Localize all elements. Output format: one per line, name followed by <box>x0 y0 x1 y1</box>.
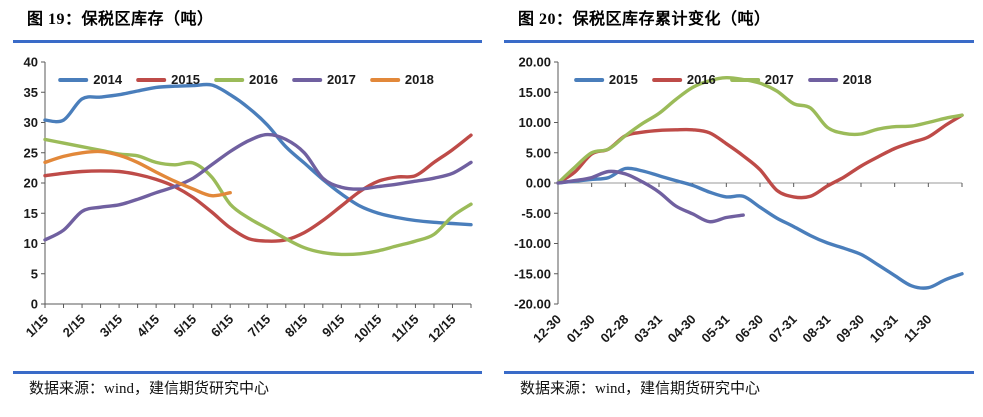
x-tick-label: 6/15 <box>208 312 237 341</box>
legend-item-2014: 2014 <box>58 72 122 87</box>
legend-key-icon <box>214 77 245 82</box>
y-tick-label: 25 <box>24 145 38 160</box>
legend-item-2015: 2015 <box>573 72 638 87</box>
chart-19-area: 40 35 30 25 20 15 10 5 0 1/15 2/15 3/15 4/15 5/15 6/15… <box>9 50 483 366</box>
x-tick-label: 11/15 <box>388 312 421 345</box>
x-tick-label: 01-30 <box>564 312 598 346</box>
legend-item-2017: 2017 <box>291 72 356 87</box>
y-tick-label: 35 <box>24 85 38 100</box>
legend-label: 2018 <box>842 72 872 87</box>
chart-20-legend: 2015 2016 2017 2018 <box>573 72 872 87</box>
legend-key-icon <box>573 77 604 82</box>
legend-label: 2017 <box>326 72 356 87</box>
legend-item-2018: 2018 <box>807 72 872 87</box>
title-rule <box>13 40 482 43</box>
title-rule <box>504 40 974 43</box>
legend-key-icon <box>291 77 322 82</box>
legend-label: 2017 <box>764 72 794 87</box>
x-tick-label: 7/15 <box>245 312 274 341</box>
x-tick-label: 09-30 <box>833 312 867 346</box>
data-source-text: 数据来源：wind，建信期货研究中心 <box>29 381 270 397</box>
legend-key-icon <box>651 77 682 82</box>
chart-20-area: 20.00 15.00 10.00 5.00 0.00 -5.00 -10.00 -15.00… <box>500 50 974 366</box>
panel-figure-20: 图 20：保税区库存累计变化（吨） 20.00 15.00 10.00 5.00 0.0… <box>491 0 983 417</box>
x-tick-label: 07-31 <box>766 312 800 346</box>
y-tick-label: 5.00 <box>526 145 551 160</box>
legend-item-2018: 2018 <box>369 72 434 87</box>
series-line-2018 <box>43 149 232 198</box>
legend-key-icon <box>807 77 838 82</box>
x-tick-label: 9/15 <box>319 312 348 341</box>
x-tick-label: 08-31 <box>799 312 833 346</box>
series-line-2014 <box>43 82 473 227</box>
cumulative-change-chart-svg: 20.00 15.00 10.00 5.00 0.00 -5.00 -10.00 -15.00… <box>514 55 964 346</box>
y-tick-label: 30 <box>24 115 38 130</box>
legend-label: 2018 <box>404 72 434 87</box>
y-tick-label: -20.00 <box>514 297 551 312</box>
series-line-2018 <box>556 169 745 224</box>
series-line-2016 <box>43 137 473 257</box>
x-tick-label: 4/15 <box>134 312 163 341</box>
x-tick-label: 8/15 <box>282 312 311 341</box>
data-source-text: 数据来源：wind，建信期货研究中心 <box>520 381 761 397</box>
y-tick-label: -5.00 <box>521 206 551 221</box>
x-tick-label: 11-30 <box>901 312 935 346</box>
y-tick-label: 0.00 <box>526 176 551 191</box>
panel-figure-19: 图 19：保税区库存（吨） 40 35 30 25 20 15 10 5 0 1/15 2/15 3/… <box>0 0 491 417</box>
y-tick-label: 15.00 <box>518 85 551 100</box>
x-tick-label: 3/15 <box>97 312 126 341</box>
series-line-2017 <box>43 132 473 242</box>
source-rule <box>504 371 974 374</box>
x-tick-label: 05-31 <box>698 312 732 346</box>
figure-20-title: 图 20：保税区库存累计变化（吨） <box>518 11 771 28</box>
y-tick-label: 5 <box>31 266 38 281</box>
x-tick-label: 10/15 <box>351 312 385 346</box>
y-tick-label: -15.00 <box>514 266 551 281</box>
legend-key-icon <box>369 77 400 82</box>
legend-key-icon <box>729 77 760 82</box>
y-tick-label: 10.00 <box>518 115 551 130</box>
legend-key-icon <box>136 77 167 82</box>
y-tick-label: 20 <box>24 176 38 191</box>
legend-item-2017: 2017 <box>729 72 794 87</box>
legend-item-2015: 2015 <box>136 72 200 87</box>
legend-item-2016: 2016 <box>214 72 278 87</box>
series-line-2015 <box>43 133 473 243</box>
legend-label: 2016 <box>249 72 278 87</box>
legend-label: 2014 <box>93 72 123 87</box>
x-tick-label: 10-31 <box>867 312 901 346</box>
y-tick-label: 20.00 <box>518 55 551 70</box>
source-rule <box>13 371 482 374</box>
x-tick-label: 5/15 <box>171 312 200 341</box>
legend-label: 2015 <box>171 72 201 87</box>
x-tick-label: 06-30 <box>732 312 766 346</box>
legend-label: 2016 <box>686 72 716 87</box>
figure-19-title: 图 19：保税区库存（吨） <box>27 11 214 28</box>
x-tick-label: 1/15 <box>23 312 52 341</box>
legend-label: 2015 <box>608 72 638 87</box>
x-tick-label: 04-30 <box>665 312 699 346</box>
y-tick-label: 10 <box>24 236 38 251</box>
x-tick-label: 12/15 <box>425 312 459 346</box>
x-tick-label: 03-31 <box>631 312 665 346</box>
y-tick-label: 15 <box>24 206 38 221</box>
x-tick-label: 2/15 <box>60 312 89 341</box>
x-tick-label: 02-28 <box>597 312 631 346</box>
series-line-2015 <box>556 166 964 290</box>
x-tick-label: 12-30 <box>530 312 564 346</box>
y-tick-label: -10.00 <box>514 236 551 251</box>
series-line-2017 <box>556 75 964 185</box>
legend-key-icon <box>58 77 89 82</box>
chart-19-legend: 2014 2015 2016 2017 2018 <box>58 72 434 87</box>
y-tick-label: 0 <box>31 297 38 312</box>
legend-item-2016: 2016 <box>651 72 716 87</box>
y-tick-label: 40 <box>24 55 38 70</box>
